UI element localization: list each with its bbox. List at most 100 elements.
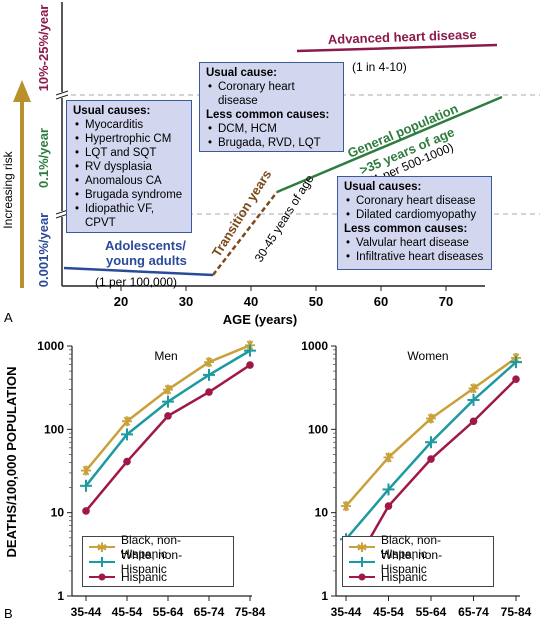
legend-marker-star: ✱ — [349, 541, 375, 553]
legend-label: Hispanic — [121, 569, 168, 584]
men-x-ticks: 35-44 45-54 55-64 65-74 75-84 — [71, 596, 266, 619]
x-tick-label: 45-54 — [112, 605, 143, 619]
legend-label: Hispanic — [381, 569, 428, 584]
legend-item-black: ✱ Black, non-Hispanic — [349, 533, 487, 561]
general-less-common-list: Valvular heart disease Infiltrative hear… — [344, 236, 485, 264]
x-tick-label: 50 — [309, 294, 323, 309]
cause-item: RV dysplasia — [75, 160, 185, 174]
data-point-dot — [205, 388, 213, 396]
general-causes-header: Usual causes: — [344, 181, 422, 193]
legend-label: White, non-Hispanic — [120, 547, 183, 576]
young-adults-note: (1 per 100,000) — [95, 275, 177, 289]
cause-item-continuation: disease — [218, 95, 258, 107]
general-less-common-header: Less common causes: — [344, 223, 468, 235]
legend-item-black: ✱ Black, non-Hispanic — [89, 533, 227, 561]
legend-item-white: White, non-Hispanic — [89, 548, 227, 576]
general-causes-box: Usual causes: Coronary heart disease Dil… — [337, 176, 492, 270]
legend-marker-star: ✱ — [89, 541, 115, 553]
panel-a-x-ticks — [120, 286, 447, 291]
x-tick-label: 65-74 — [458, 605, 489, 619]
panel-b-letter: B — [4, 606, 13, 621]
data-point-star — [204, 357, 214, 368]
cause-item: DCM, HCM — [208, 122, 337, 136]
x-tick-label: 35-44 — [331, 605, 362, 619]
axis-break-mark — [55, 94, 69, 100]
panel-b-y-label: DEATHS/100,000 POPULATION — [4, 367, 19, 558]
transition-line — [212, 191, 278, 276]
legend-item-hispanic: Hispanic — [89, 569, 227, 584]
cause-item: Coronary heart — [208, 80, 337, 94]
men-chart: 1 10 100 1000 35-44 45-54 55-64 65-74 75-84 Men — [37, 339, 265, 619]
men-title: Men — [154, 349, 177, 363]
general-causes-list: Coronary heart disease Dilated cardiomyo… — [344, 194, 485, 222]
cause-item: Brugada, RVD, LQT — [208, 136, 337, 150]
y-tick-label: 1 — [57, 589, 64, 603]
young-adults-label-2: young adults — [106, 253, 187, 268]
data-point-plus — [203, 368, 215, 381]
data-point-dot — [469, 417, 478, 426]
band-label-mid: 0.1%/year — [36, 128, 51, 188]
advanced-causes-list: Coronary heart — [206, 80, 337, 94]
women-y-ticks: 1 10 100 1000 — [301, 339, 336, 603]
data-point-plus — [244, 344, 256, 357]
advanced-disease-label: Advanced heart disease — [328, 27, 477, 47]
x-tick-label: 70 — [439, 294, 453, 309]
y-tick-label: 1 — [321, 589, 328, 603]
x-tick-label: 75-84 — [235, 605, 266, 619]
y-tick-label: 100 — [44, 422, 64, 436]
cause-item: Myocarditis — [75, 118, 185, 132]
x-tick-label: 75-84 — [501, 605, 532, 619]
young-causes-list: Myocarditis Hypertrophic CM LQT and SQT … — [73, 118, 185, 216]
y-tick-label: 10 — [51, 506, 65, 520]
x-tick-label: 35-44 — [71, 605, 102, 619]
data-point-star — [341, 501, 351, 512]
y-tick-label: 100 — [308, 422, 328, 436]
risk-arrow-label: Increasing risk — [1, 150, 15, 228]
advanced-disease-line — [296, 43, 498, 53]
series-line — [345, 361, 517, 541]
data-point-star — [81, 465, 91, 476]
data-point-star — [383, 452, 394, 463]
cause-item-continuation: CPVT — [85, 217, 116, 229]
men-series — [80, 340, 256, 515]
advanced-less-common-list: DCM, HCM Brugada, RVD, LQT — [206, 122, 337, 150]
data-point-star — [468, 383, 479, 394]
advanced-disease-note: (1 in 4-10) — [352, 60, 407, 74]
band-label-high: 10%-25%/year — [36, 5, 51, 92]
cause-item: LQT and SQT — [75, 146, 185, 160]
data-point-plus — [425, 436, 437, 449]
legend-item-hispanic: Hispanic — [349, 569, 487, 584]
women-x-ticks: 35-44 45-54 55-64 65-74 75-84 — [331, 596, 532, 619]
advanced-causes-header: Usual cause: — [206, 67, 277, 79]
data-point-dot — [164, 412, 172, 420]
data-point-star — [122, 416, 132, 427]
data-point-plus — [382, 483, 395, 496]
x-tick-label: 40 — [244, 294, 258, 309]
axis-break-gap-1 — [56, 92, 68, 98]
cause-item: Brugada syndrome — [75, 188, 185, 202]
x-tick-label: 20 — [114, 294, 128, 309]
risk-arrow-head — [13, 80, 31, 102]
axis-break-gap-2 — [56, 211, 68, 217]
y-tick-label: 10 — [315, 506, 329, 520]
data-point-plus — [162, 395, 174, 408]
data-point-star — [163, 384, 173, 395]
svg-text:✱: ✱ — [97, 541, 108, 553]
series-line — [345, 356, 517, 507]
svg-text:✱: ✱ — [357, 541, 368, 553]
cause-item: Valvular heart disease — [346, 236, 485, 250]
x-tick-label: 30 — [179, 294, 193, 309]
young-causes-box: Usual causes: Myocarditis Hypertrophic C… — [66, 100, 192, 233]
data-point-plus — [121, 428, 133, 441]
legend-label: White, non-Hispanic — [380, 547, 443, 576]
cause-item: Idiopathic VF, — [75, 202, 185, 216]
data-point-dot — [246, 361, 254, 369]
data-point-plus — [510, 356, 522, 369]
women-legend: ✱ Black, non-Hispanic White, non-Hispani… — [342, 533, 494, 587]
cause-item: Hypertrophic CM — [75, 132, 185, 146]
data-point-plus — [80, 479, 92, 492]
advanced-causes-box: Usual cause: Coronary heart disease Less… — [199, 62, 344, 152]
x-tick-label: 55-64 — [416, 605, 447, 619]
x-tick-label: 65-74 — [194, 605, 225, 619]
